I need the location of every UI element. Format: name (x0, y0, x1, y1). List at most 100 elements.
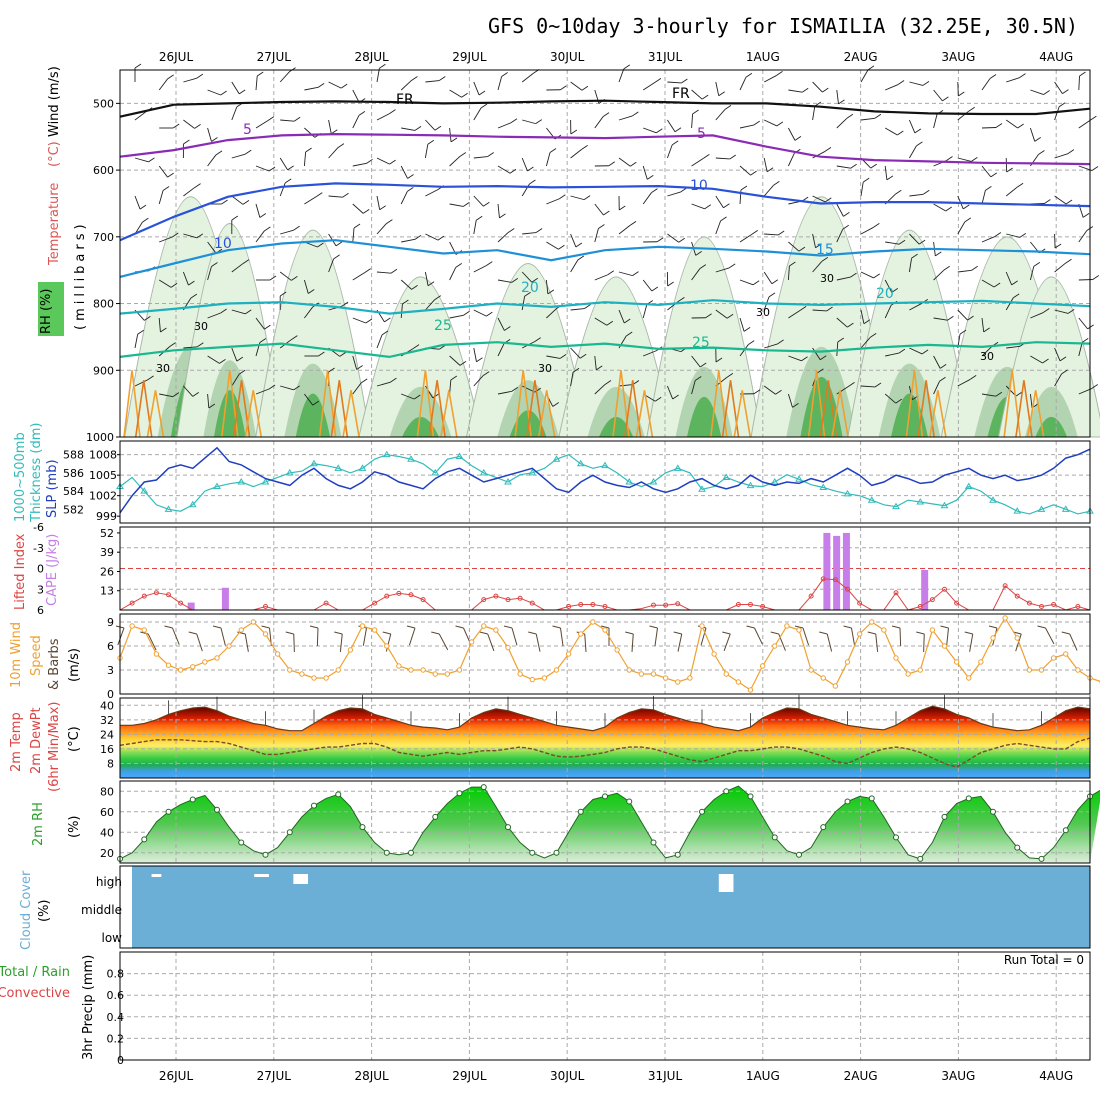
wind-barb (424, 271, 429, 286)
slp-tick: 999 (96, 510, 117, 523)
wind-speed-point (650, 671, 657, 677)
li-point (942, 586, 947, 592)
wind-barb (788, 89, 803, 93)
wind-speed-point (311, 675, 317, 681)
wind-barb (739, 279, 754, 286)
wind-barb-flag (238, 89, 246, 95)
wind-barb-flag (1017, 123, 1024, 129)
wind-barb (497, 76, 503, 91)
wind-barb-flag (412, 344, 420, 349)
wind-barb (933, 355, 941, 369)
wind-barb-flag (971, 157, 978, 162)
li-point (481, 597, 487, 603)
wind-barb-flag (945, 206, 952, 212)
wind-barb (255, 120, 269, 129)
wind-barb-flag (822, 87, 829, 93)
wind-barb (788, 127, 796, 141)
temp-tick: 32 (100, 714, 114, 727)
wind-barb-flag (1013, 631, 1022, 635)
wind-barb (352, 203, 364, 214)
thickness-point (479, 468, 488, 476)
surface-isotherm (514, 370, 532, 438)
wind-speed-point (784, 623, 790, 629)
wind-barb-flag (242, 200, 250, 205)
li-point (917, 604, 923, 610)
wind-speed-point (359, 623, 366, 629)
ylabel-wind: Wind (m/s) (47, 66, 62, 137)
rh-point (214, 806, 220, 813)
wind-barb (497, 232, 509, 243)
wind-speed-point (990, 635, 996, 641)
ylabel-cape: CAPE (J/kg) (45, 534, 60, 606)
wind-barb (521, 271, 533, 283)
wind-barb-flag (850, 163, 857, 169)
surface-isotherm (929, 390, 947, 438)
wind-barb-flag (339, 352, 347, 357)
wind-barb-flag (819, 355, 827, 361)
rh-tick: 20 (100, 847, 114, 860)
wind-barb (231, 195, 244, 205)
wind-barb-flag (921, 349, 929, 355)
wind-barb (642, 192, 652, 205)
wind-barb-flag (768, 292, 776, 298)
wind-barb-flag (382, 631, 391, 635)
wind-barb-flag (360, 378, 368, 384)
wind-barb (147, 633, 157, 651)
wind-barb (860, 69, 869, 83)
wind-barb-flag (1082, 212, 1090, 218)
wind-barb (654, 627, 658, 646)
wind-barb (401, 127, 416, 131)
wind-barb (521, 73, 534, 83)
rh-point (747, 793, 754, 800)
wind-barb-flag (869, 333, 877, 338)
wind-barb (231, 153, 246, 159)
tick-label: 900 (93, 364, 114, 377)
wind-barb-flag (196, 233, 204, 239)
wind-barb (764, 343, 778, 349)
wind-barb-flag (511, 278, 519, 283)
wind-barb (836, 342, 839, 357)
precip-tick: 0.4 (107, 1011, 125, 1024)
precip-panel: 0.80.60.40.20 Run Total = 0 Total / Rain… (0, 951, 1091, 1067)
li-point (832, 577, 838, 583)
wind-barb (1005, 186, 1018, 197)
wind-barb (899, 627, 902, 647)
thickness-point (795, 475, 803, 482)
wind-barb-flag (194, 124, 201, 129)
wind-barb (473, 375, 484, 387)
wind-barb (763, 157, 768, 172)
wind-barb-flag (630, 161, 637, 167)
surface-isotherm (905, 370, 924, 438)
wind-barb-flag (1092, 275, 1100, 280)
wind-barb-flag (775, 389, 782, 395)
wind-speed-point (481, 623, 487, 629)
wind-barb (117, 627, 125, 646)
wind-speed-point (190, 664, 196, 670)
wind-barb (933, 89, 943, 102)
wind-barb-flag (815, 243, 822, 249)
wind-barb (594, 274, 608, 281)
li-point (529, 600, 535, 606)
wind-barb-flag (414, 234, 422, 240)
wind-barb (497, 165, 511, 174)
ylabel-wind-unit: (m/s) (67, 648, 82, 682)
ylabel-millibars: (millibars) (73, 220, 88, 330)
wind-barb-flag (524, 291, 531, 297)
wind-barb (545, 152, 551, 167)
wind-barb-flag (384, 317, 391, 323)
wind-barb (424, 144, 429, 159)
precip-tick: 0.8 (107, 968, 125, 981)
surface-isotherm (807, 370, 826, 438)
thickness-point (625, 478, 634, 485)
wind-speed-point (820, 675, 826, 681)
wind-barb-flag (414, 126, 422, 131)
rh-label: 30 (756, 306, 770, 319)
wind-barb-flag (692, 109, 699, 115)
wind-barb (182, 271, 189, 286)
wind-barb-flag (654, 396, 662, 402)
wind-tick: 6 (107, 640, 114, 653)
wind-speed-point (371, 627, 378, 633)
wind-barb (231, 309, 246, 315)
wind-barb (231, 81, 240, 95)
wind-barb (497, 279, 512, 283)
